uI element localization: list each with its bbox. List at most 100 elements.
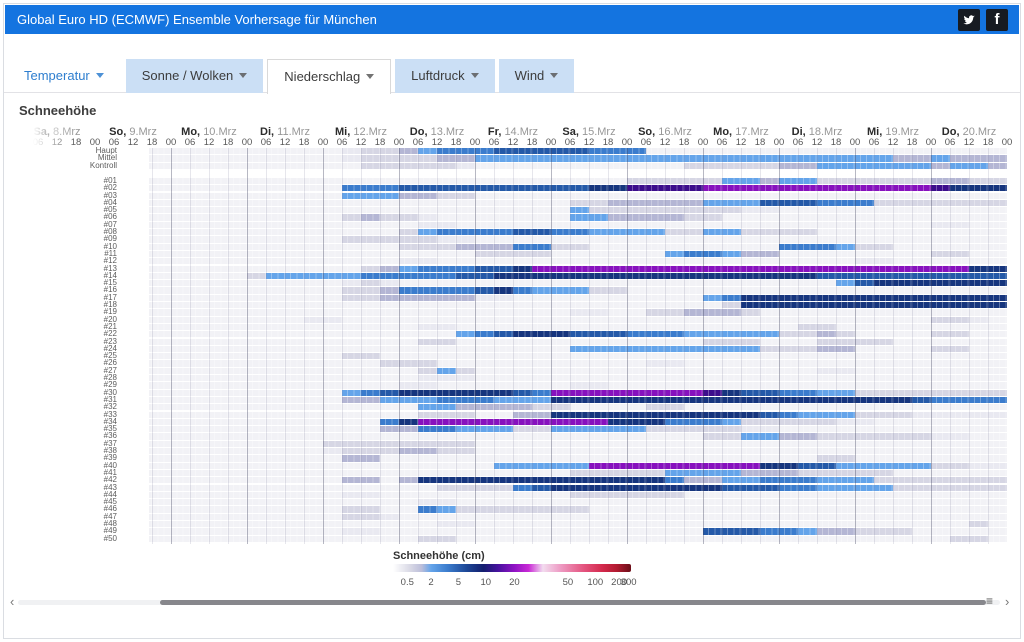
heatmap-cell xyxy=(494,272,817,280)
row-label: #39 xyxy=(103,453,117,463)
axis-hour-label: 00 xyxy=(697,137,709,148)
heatmap-cell xyxy=(342,389,361,396)
row-label: #47 xyxy=(103,511,117,521)
heatmap-cell xyxy=(570,331,627,338)
tab-wind[interactable]: Wind xyxy=(498,59,575,93)
heatmap-cell xyxy=(950,185,1007,192)
heatmap-cell xyxy=(342,185,399,192)
heatmap-row xyxy=(19,484,1007,492)
heatmap-cell xyxy=(399,477,418,484)
heatmap-cell xyxy=(494,331,513,338)
heatmap-cell xyxy=(627,331,684,338)
row-label: #49 xyxy=(103,526,117,536)
row-label: #42 xyxy=(103,475,117,485)
scrollbar-thumb[interactable] xyxy=(160,600,986,605)
gridline-6h xyxy=(513,148,514,544)
heatmap-row xyxy=(19,338,1007,346)
heatmap-row xyxy=(19,375,1007,382)
heatmap-cell xyxy=(380,294,475,301)
heatmap-cell xyxy=(380,265,399,272)
heatmap-row xyxy=(19,535,1007,543)
heatmap-cell xyxy=(760,199,817,207)
row-label: #41 xyxy=(103,467,117,477)
row-label: #08 xyxy=(103,227,117,236)
row-label: #13 xyxy=(103,263,117,273)
heatmap-row xyxy=(19,309,1007,316)
row-label: #24 xyxy=(103,343,117,353)
heatmap-row xyxy=(19,214,1007,221)
facebook-share-button[interactable]: f xyxy=(986,9,1008,31)
row-label: #44 xyxy=(103,489,117,499)
twitter-share-button[interactable] xyxy=(958,9,980,31)
gridline-day xyxy=(703,148,704,544)
axis-hour-label: 12 xyxy=(735,137,747,148)
heatmap-row xyxy=(19,411,1007,419)
row-label: #10 xyxy=(103,241,117,251)
row-label: #20 xyxy=(103,314,117,324)
heatmap-row xyxy=(19,192,1007,200)
gridline-6h xyxy=(456,148,457,544)
tab-sonne-wolken[interactable]: Sonne / Wolken xyxy=(125,59,264,93)
heatmap-cell xyxy=(703,294,722,301)
heatmap-row xyxy=(19,506,1007,513)
heatmap-cell xyxy=(855,528,912,535)
heatmap-row xyxy=(19,302,1007,309)
scrollbar-menu-icon[interactable]: ≡ xyxy=(986,594,993,608)
row-label: #11 xyxy=(104,248,117,258)
axis-hour-label: 06 xyxy=(412,137,424,148)
tab-temperatur[interactable]: Temperatur xyxy=(6,59,122,93)
axis-hour-label: 06 xyxy=(184,137,196,148)
gridline-6h xyxy=(817,148,818,544)
gridline-day xyxy=(627,148,628,544)
row-label: #50 xyxy=(103,533,117,543)
gridline-day xyxy=(551,148,552,544)
row-label: #01 xyxy=(103,175,117,185)
legend: Schneehöhe (cm) 0.5 2 5 10 20 50 100 200 300 xyxy=(4,550,1020,596)
axis-hour-label: 00 xyxy=(241,137,253,148)
heatmap-cell xyxy=(836,243,855,250)
heatmap-cell xyxy=(380,396,437,404)
scrollbar-track[interactable] xyxy=(18,600,1000,605)
heatmap-cell xyxy=(931,162,950,169)
heatmap-cell xyxy=(494,148,589,155)
gridline-6h xyxy=(418,148,419,544)
heatmap-cell xyxy=(684,331,779,338)
heatmap-row xyxy=(19,528,1007,535)
heatmap-cell xyxy=(532,287,589,294)
heatmap-cell xyxy=(703,389,722,396)
axis-hour-label: 00 xyxy=(165,137,177,148)
heatmap-cell xyxy=(665,477,684,484)
gridline-6h xyxy=(380,148,381,544)
heatmap-cell xyxy=(494,462,589,469)
gridline-6h xyxy=(798,148,799,544)
axis-hour-label: 12 xyxy=(355,137,367,148)
heatmap-cell xyxy=(418,214,437,221)
axis-hour-label: 12 xyxy=(963,137,975,148)
chevron-down-icon xyxy=(366,74,375,79)
heatmap-row xyxy=(19,258,1007,265)
heatmap-cell xyxy=(608,418,665,426)
tab-niederschlag[interactable]: Niederschlag xyxy=(267,59,392,94)
heatmap-cell xyxy=(836,462,931,469)
heatmap-row xyxy=(19,155,1007,162)
scroll-left-icon[interactable]: ‹ xyxy=(10,594,15,609)
row-label: #36 xyxy=(103,431,117,441)
axis-hour-label: 06 xyxy=(868,137,880,148)
axis-hour-label: 18 xyxy=(222,137,234,148)
row-label: #37 xyxy=(103,438,117,448)
gridline-6h xyxy=(304,148,305,544)
legend-tick: 10 xyxy=(480,577,492,588)
scroll-right-icon[interactable]: › xyxy=(1005,594,1010,609)
heatmap-cell xyxy=(494,287,513,294)
axis-day-label: Mo, 17.Mrz xyxy=(713,126,769,138)
heatmap-cell xyxy=(399,243,456,250)
gridline-day xyxy=(931,148,932,544)
axis-hour-label: 12 xyxy=(659,137,671,148)
axis-hour-label: 12 xyxy=(203,137,215,148)
tab-luftdruck[interactable]: Luftdruck xyxy=(395,59,495,93)
heatmap-row xyxy=(19,280,1007,287)
heatmap-row xyxy=(19,491,1007,499)
heatmap-cell xyxy=(342,214,361,221)
heatmap-cell xyxy=(912,396,931,404)
row-label: #15 xyxy=(103,278,117,288)
